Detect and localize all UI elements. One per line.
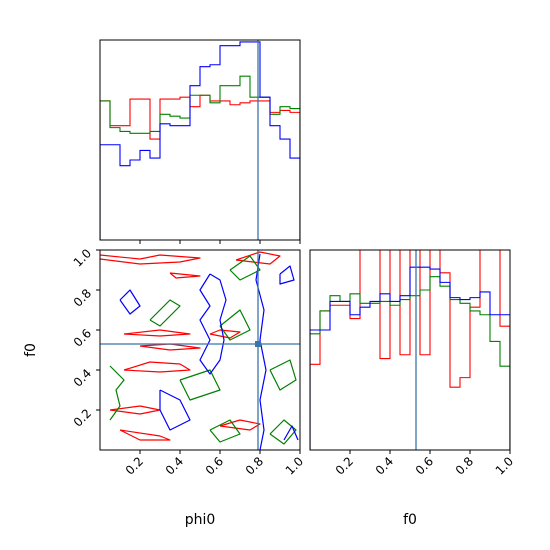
panel-frame xyxy=(309,249,511,451)
contour-line xyxy=(269,419,297,445)
contour-line xyxy=(283,425,299,441)
contour-line xyxy=(159,389,191,431)
phi0-f0-contour-panel: 0.2 0.4 0.6 0.8 1.0 0.2 0.4 0.6 0.8 1.0 xyxy=(71,246,306,477)
x-tick-label: 0.2 xyxy=(333,454,356,477)
contour-line xyxy=(123,329,191,337)
x-tick-label: 0.8 xyxy=(453,454,476,477)
contour-line xyxy=(279,265,295,285)
contour-line xyxy=(100,254,201,265)
y-tick-label: 0.8 xyxy=(71,286,94,309)
y-tick-label: 0.4 xyxy=(71,366,94,389)
hist-series xyxy=(310,266,510,450)
contour-line xyxy=(199,273,227,375)
contour-line xyxy=(119,429,171,441)
contour-line xyxy=(229,255,261,281)
y-axis-label-f0: f0 xyxy=(23,343,39,357)
contour-line xyxy=(119,289,141,315)
hist-series xyxy=(310,250,510,450)
contour-line xyxy=(209,419,241,443)
phi0-histogram-panel xyxy=(99,39,301,244)
contour-line xyxy=(269,359,297,391)
x-tick-label: 0.8 xyxy=(243,454,266,477)
x-axis-label-f0: f0 xyxy=(403,512,417,528)
f0-histogram-panel: 0.2 0.4 0.6 0.8 1.0 xyxy=(309,249,516,478)
x-tick-label: 1.0 xyxy=(493,454,516,477)
hist-series xyxy=(100,41,300,240)
contour-line xyxy=(255,253,267,450)
x-tick-label: 0.6 xyxy=(203,454,226,477)
contour-line xyxy=(139,343,201,351)
y-tick-label: 1.0 xyxy=(71,246,94,269)
contour-line xyxy=(149,299,181,327)
x-tick-label: 0.4 xyxy=(163,454,186,477)
x-tick-label: 0.6 xyxy=(413,454,436,477)
contour-line xyxy=(123,361,191,373)
contour-line xyxy=(219,309,251,341)
contour-line xyxy=(109,365,125,421)
x-axis-label-phi0: phi0 xyxy=(185,512,216,528)
truth-marker xyxy=(255,341,261,347)
contour-line xyxy=(169,272,201,279)
y-tick-label: 0.2 xyxy=(71,406,94,429)
x-tick-label: 0.2 xyxy=(123,454,146,477)
y-tick-label: 0.6 xyxy=(71,326,94,349)
contour-line xyxy=(179,369,221,401)
x-tick-label: 0.4 xyxy=(373,454,396,477)
panel-frame xyxy=(99,249,301,451)
contour-line xyxy=(219,419,261,431)
x-tick-label: 1.0 xyxy=(283,454,306,477)
panel-frame xyxy=(99,39,301,241)
